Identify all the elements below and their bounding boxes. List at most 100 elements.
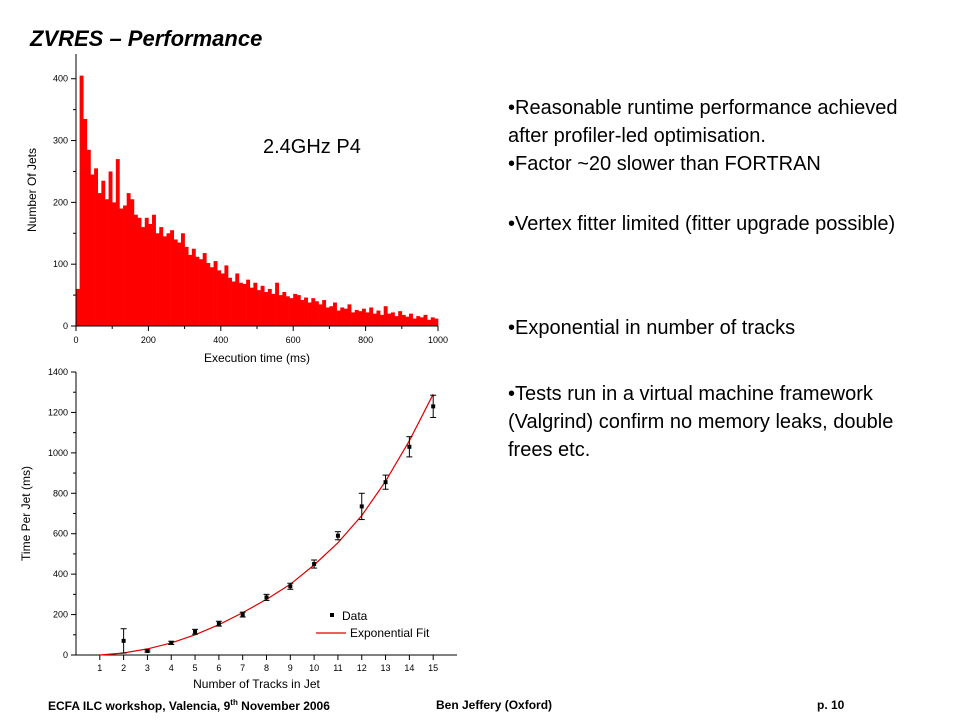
data-point xyxy=(121,638,126,643)
scatter-y-tick-label: 800 xyxy=(53,488,68,498)
scatter-y-tick-label: 200 xyxy=(53,610,68,620)
scatter-y-tick-label: 1200 xyxy=(48,407,68,417)
histogram-y-tick-label: 100 xyxy=(53,259,68,269)
histogram-bar xyxy=(383,306,388,326)
histogram-bar xyxy=(405,316,410,326)
histogram-y-tick-label: 200 xyxy=(53,197,68,207)
histogram-bar xyxy=(94,168,99,326)
scatter-x-tick-label: 10 xyxy=(309,663,319,673)
histogram-bar xyxy=(365,312,370,326)
scatter-x-tick-label: 13 xyxy=(381,663,391,673)
scatter-y-tick-label: 1000 xyxy=(48,448,68,458)
scatter-x-tick-label: 15 xyxy=(428,663,438,673)
histogram-bar xyxy=(304,297,308,326)
histogram-annotation: 2.4GHz P4 xyxy=(263,136,361,158)
histogram-bar xyxy=(361,308,366,326)
fit-curve xyxy=(99,393,434,656)
histogram-bar xyxy=(293,293,298,326)
histogram-bar xyxy=(314,301,319,326)
scatter-x-tick-label: 6 xyxy=(216,663,221,673)
data-point xyxy=(431,404,436,409)
histogram-bar xyxy=(235,273,240,326)
histogram-bar xyxy=(390,312,395,326)
scatter-time-per-jet: 1 2 3 4 5 6 7 8 9 10 11 12 13 14 150200400600800100012… xyxy=(19,367,457,691)
scatter-x-axis-title: Number of Tracks in Jet xyxy=(193,677,320,691)
scatter-x-tick-label: 9 xyxy=(288,663,293,673)
histogram-bar xyxy=(394,316,399,326)
histogram-bar xyxy=(123,205,127,326)
histogram-bar xyxy=(76,288,80,326)
scatter-x-tick-label: 14 xyxy=(404,663,414,673)
histogram-bar xyxy=(159,227,164,326)
histogram-x-tick-label: 1000 xyxy=(428,335,448,345)
histogram-bar xyxy=(228,277,232,326)
data-point xyxy=(359,504,364,509)
bullet-factor-slower: •Factor ~20 slower than FORTRAN xyxy=(508,153,821,175)
histogram-bar xyxy=(188,254,193,326)
histogram-bar xyxy=(354,309,359,326)
histogram-x-tick-label: 800 xyxy=(358,335,373,345)
histogram-bar xyxy=(329,306,334,326)
histogram-bar xyxy=(369,307,374,326)
scatter-x-tick-label: 7 xyxy=(240,663,245,673)
footer-workshop-text: ECFA ILC workshop, Valencia, 9 xyxy=(48,699,231,713)
histogram-bar xyxy=(213,261,218,326)
histogram-bar xyxy=(170,230,175,326)
histogram-bar xyxy=(401,314,406,326)
histogram-bar xyxy=(206,262,211,326)
histogram-bar xyxy=(311,298,316,326)
histogram-bar xyxy=(376,310,381,326)
histogram-bar xyxy=(202,253,207,326)
histogram-bar xyxy=(238,282,243,326)
histogram-bar xyxy=(195,256,200,326)
histogram-bar xyxy=(231,281,236,326)
scatter-x-tick-label: 8 xyxy=(264,663,269,673)
histogram-bar xyxy=(289,298,294,326)
histogram-y-tick-label: 0 xyxy=(63,321,68,331)
histogram-bar xyxy=(141,227,146,326)
scatter-y-tick-label: 600 xyxy=(53,529,68,539)
histogram-bar xyxy=(419,317,424,326)
footer-page: p. 10 xyxy=(817,698,845,712)
histogram-bar xyxy=(275,282,280,326)
scatter-y-tick-label: 400 xyxy=(53,569,68,579)
histogram-y-tick-label: 300 xyxy=(53,136,68,146)
histogram-bar xyxy=(257,290,261,326)
histogram-bar xyxy=(97,193,102,326)
histogram-bar xyxy=(152,214,156,326)
histogram-bar xyxy=(427,319,432,326)
data-point xyxy=(312,562,317,567)
histogram-bar xyxy=(253,282,258,326)
legend-fit-label: Exponential Fit xyxy=(350,626,430,640)
histogram-bar xyxy=(246,279,251,326)
data-point xyxy=(193,629,198,634)
legend-data-label: Data xyxy=(342,609,368,623)
histogram-x-tick-label: 600 xyxy=(286,335,301,345)
histogram-bar xyxy=(423,314,428,326)
data-point xyxy=(145,648,150,653)
slide-title: ZVRES – Performance xyxy=(30,26,263,51)
data-point xyxy=(407,444,412,449)
histogram-bar xyxy=(307,302,312,326)
histogram-bar xyxy=(351,312,356,326)
scatter-x-tick-label: 12 xyxy=(357,663,367,673)
histogram-bar xyxy=(220,273,225,326)
data-point xyxy=(288,584,293,589)
footer-workshop-date: November 2006 xyxy=(237,699,330,713)
histogram-bar xyxy=(133,214,138,326)
bullet-vertex-fitter: •Vertex fitter limited (fitter upgrade p… xyxy=(508,213,896,235)
histogram-bar xyxy=(144,217,149,326)
histogram-bar xyxy=(296,295,301,326)
histogram-bar xyxy=(79,75,84,326)
histogram-x-tick-label: 400 xyxy=(213,335,228,345)
histogram-bar xyxy=(86,149,91,326)
histogram-bar xyxy=(340,307,345,326)
histogram-bar xyxy=(209,267,214,326)
histogram-bar xyxy=(285,296,290,326)
histogram-bar xyxy=(282,292,287,326)
histogram-bar xyxy=(278,295,283,326)
histogram-x-axis-title: Execution time (ms) xyxy=(204,351,310,365)
scatter-x-tick-label: 1 xyxy=(97,663,102,673)
legend-data-marker xyxy=(330,613,334,617)
histogram-bar xyxy=(412,318,417,326)
